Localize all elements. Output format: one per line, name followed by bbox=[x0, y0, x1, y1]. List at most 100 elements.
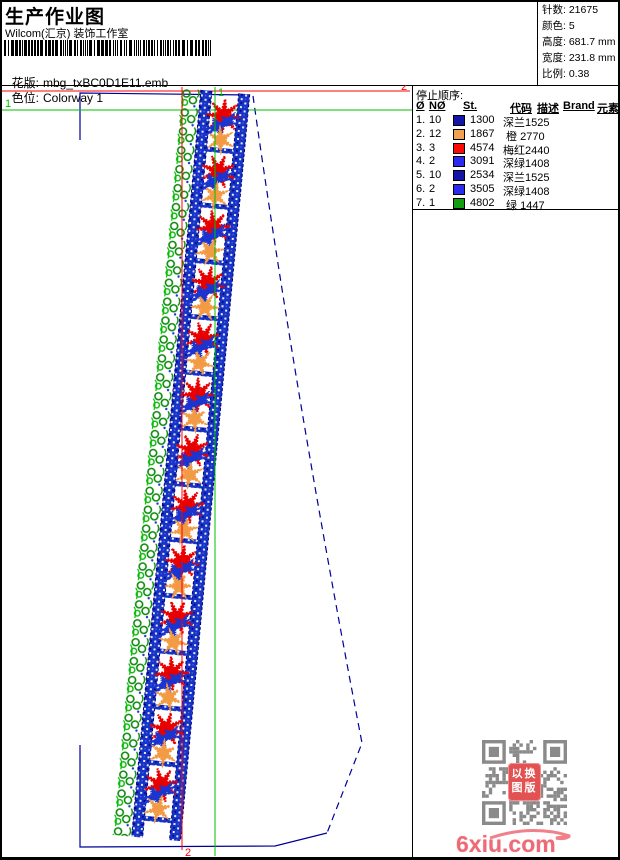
right-band bbox=[169, 93, 250, 842]
red-flower-motif bbox=[175, 433, 210, 468]
row-stop-count: 2 bbox=[429, 182, 436, 195]
table-row: 6. 2 3505 深绿1408 bbox=[413, 182, 619, 198]
red-h-guide-label: 2 bbox=[401, 85, 407, 93]
site-watermark-text: 6xiu.com bbox=[456, 831, 556, 857]
red-flower-motif bbox=[186, 322, 220, 356]
orange-flower-motif bbox=[180, 403, 209, 435]
row-stop-count: 1 bbox=[429, 196, 436, 209]
row-index: 7. bbox=[416, 196, 426, 209]
row-stitches: 2534 bbox=[470, 169, 495, 182]
red-flower-motif bbox=[202, 155, 235, 189]
row-index: 2. bbox=[416, 127, 426, 140]
stop-sequence-title: 停止顺序: bbox=[416, 90, 464, 102]
table-row: 5. 10 2534 深兰1525 bbox=[413, 169, 619, 185]
orange-flower-motif bbox=[189, 293, 221, 322]
row-stitches: 1867 bbox=[470, 127, 495, 140]
orange-flower-motif bbox=[206, 124, 235, 156]
row-stitches: 3505 bbox=[470, 182, 495, 195]
orange-flower-motif bbox=[174, 458, 204, 491]
color-swatch bbox=[453, 115, 465, 126]
stats-box: 针数: 21675 颜色: 5 高度: 681.7 mm 宽度: 231.8 m… bbox=[537, 0, 620, 86]
col-n: NØ bbox=[429, 100, 446, 112]
site-watermark-swoosh bbox=[489, 829, 571, 841]
row-thread-desc: 深绿1408 bbox=[503, 185, 550, 198]
red-flower-motif bbox=[160, 601, 194, 635]
guide-lines-vertical bbox=[181, 87, 216, 856]
pattern-file-label: 花版: bbox=[11, 76, 40, 90]
height-row: 高度: 681.7 mm bbox=[542, 36, 616, 48]
red-flower-motif bbox=[206, 98, 241, 134]
stop-sequence-header: Ø NØ St. 代码 描述 Brand 元素 bbox=[413, 100, 619, 115]
row-stop-count: 10 bbox=[429, 114, 442, 126]
red-v-guide-label: 2 bbox=[185, 847, 191, 857]
red-flower-motif bbox=[190, 266, 226, 301]
watermark-stamp: 以换 图版 bbox=[508, 763, 541, 801]
color-swatch bbox=[453, 170, 465, 182]
orange-flower-motif bbox=[154, 681, 184, 714]
stitch-count-row: 针数: 21675 bbox=[542, 4, 599, 16]
col-code: 代码 bbox=[510, 103, 532, 115]
barcode bbox=[4, 40, 211, 56]
scale-row: 比例: 0.38 bbox=[542, 68, 590, 80]
row-thread-desc: 深绿1408 bbox=[503, 158, 550, 171]
row-stop-count: 12 bbox=[429, 127, 442, 140]
col-brand: Brand bbox=[563, 100, 595, 112]
color-swatch bbox=[453, 156, 465, 168]
header-divider bbox=[0, 85, 620, 86]
orange-flower-motif bbox=[143, 793, 174, 825]
right-panel: 停止顺序: Ø NØ St. 代码 描述 Brand 元素 1. 10 1300 深兰… bbox=[412, 85, 619, 857]
row-stop-count: 3 bbox=[429, 141, 436, 154]
table-row: 3. 3 4574 梅红2440 bbox=[413, 141, 619, 157]
row-stitches: 4802 bbox=[470, 196, 495, 209]
row-thread-desc: 深兰1525 bbox=[503, 172, 550, 185]
orange-flower-motif bbox=[158, 626, 190, 657]
design-canvas: 1 2 1 2 bbox=[2, 85, 412, 857]
stop-sequence-table: 停止顺序: Ø NØ St. 代码 描述 Brand 元素 1. 10 1300 深兰… bbox=[413, 85, 619, 212]
chain-border bbox=[111, 88, 201, 837]
row-index: 4. bbox=[416, 155, 426, 168]
green-v-guide-label: 1 bbox=[218, 87, 224, 99]
width-row: 宽度: 231.8 mm bbox=[542, 52, 616, 64]
row-thread-desc: 绿 1447 bbox=[503, 199, 545, 212]
studio-subtitle: Wilcom(汇京) 装饰工作室 bbox=[5, 28, 129, 40]
col-st: St. bbox=[463, 100, 478, 112]
red-flower-motif bbox=[149, 712, 184, 747]
stop-sequence-rows: 1. 10 1300 深兰1525 2. 12 1867 橙 2770 3. 3 4574 梅红24… bbox=[413, 114, 619, 212]
row-stitches: 3091 bbox=[470, 155, 495, 168]
row-stitches: 1300 bbox=[470, 114, 495, 126]
col-desc: 描述 bbox=[537, 103, 559, 115]
row-index: 1. bbox=[416, 114, 426, 126]
color-count-row: 颜色: 5 bbox=[542, 20, 575, 32]
page-title: 生产作业图 bbox=[5, 7, 106, 28]
color-swatch bbox=[453, 128, 465, 140]
orange-flower-motif bbox=[163, 572, 195, 600]
row-index: 6. bbox=[416, 182, 426, 195]
stamp-row-2: 图版 bbox=[511, 782, 538, 794]
embroidery-strip bbox=[111, 88, 251, 842]
orange-flower-motif bbox=[194, 236, 226, 266]
color-swatch bbox=[453, 197, 465, 209]
table-row: 7. 1 4802 绿 1447 bbox=[413, 196, 619, 212]
row-stitches: 4574 bbox=[470, 141, 495, 154]
stamp-row-1: 以换 bbox=[511, 768, 538, 780]
row-thread-desc: 深兰1525 bbox=[503, 117, 550, 129]
row-stop-count: 10 bbox=[429, 169, 442, 182]
col-hash: Ø bbox=[416, 100, 425, 112]
color-swatch bbox=[453, 183, 465, 195]
color-swatch bbox=[453, 142, 465, 154]
row-thread-desc: 橙 2770 bbox=[503, 130, 545, 143]
table-row: 4. 2 3091 深绿1408 bbox=[413, 155, 619, 171]
pattern-file-line: 花版: mbg_txBC0D1E11.emb bbox=[5, 60, 169, 91]
table-row: 1. 10 1300 深兰1525 bbox=[413, 114, 619, 129]
orange-flower-motif bbox=[149, 737, 178, 769]
green-h-guide-label: 1 bbox=[5, 98, 11, 110]
row-index: 3. bbox=[416, 141, 426, 154]
row-index: 5. bbox=[416, 169, 426, 182]
site-watermark: 6xiu.com bbox=[452, 826, 577, 858]
orange-flower-motif bbox=[184, 347, 216, 379]
row-stop-count: 2 bbox=[429, 155, 436, 168]
orange-flower-motif bbox=[168, 515, 200, 546]
colorway-label: 色位: bbox=[11, 91, 40, 105]
col-element: 元素 bbox=[597, 103, 619, 115]
red-flower-motif bbox=[170, 489, 205, 524]
